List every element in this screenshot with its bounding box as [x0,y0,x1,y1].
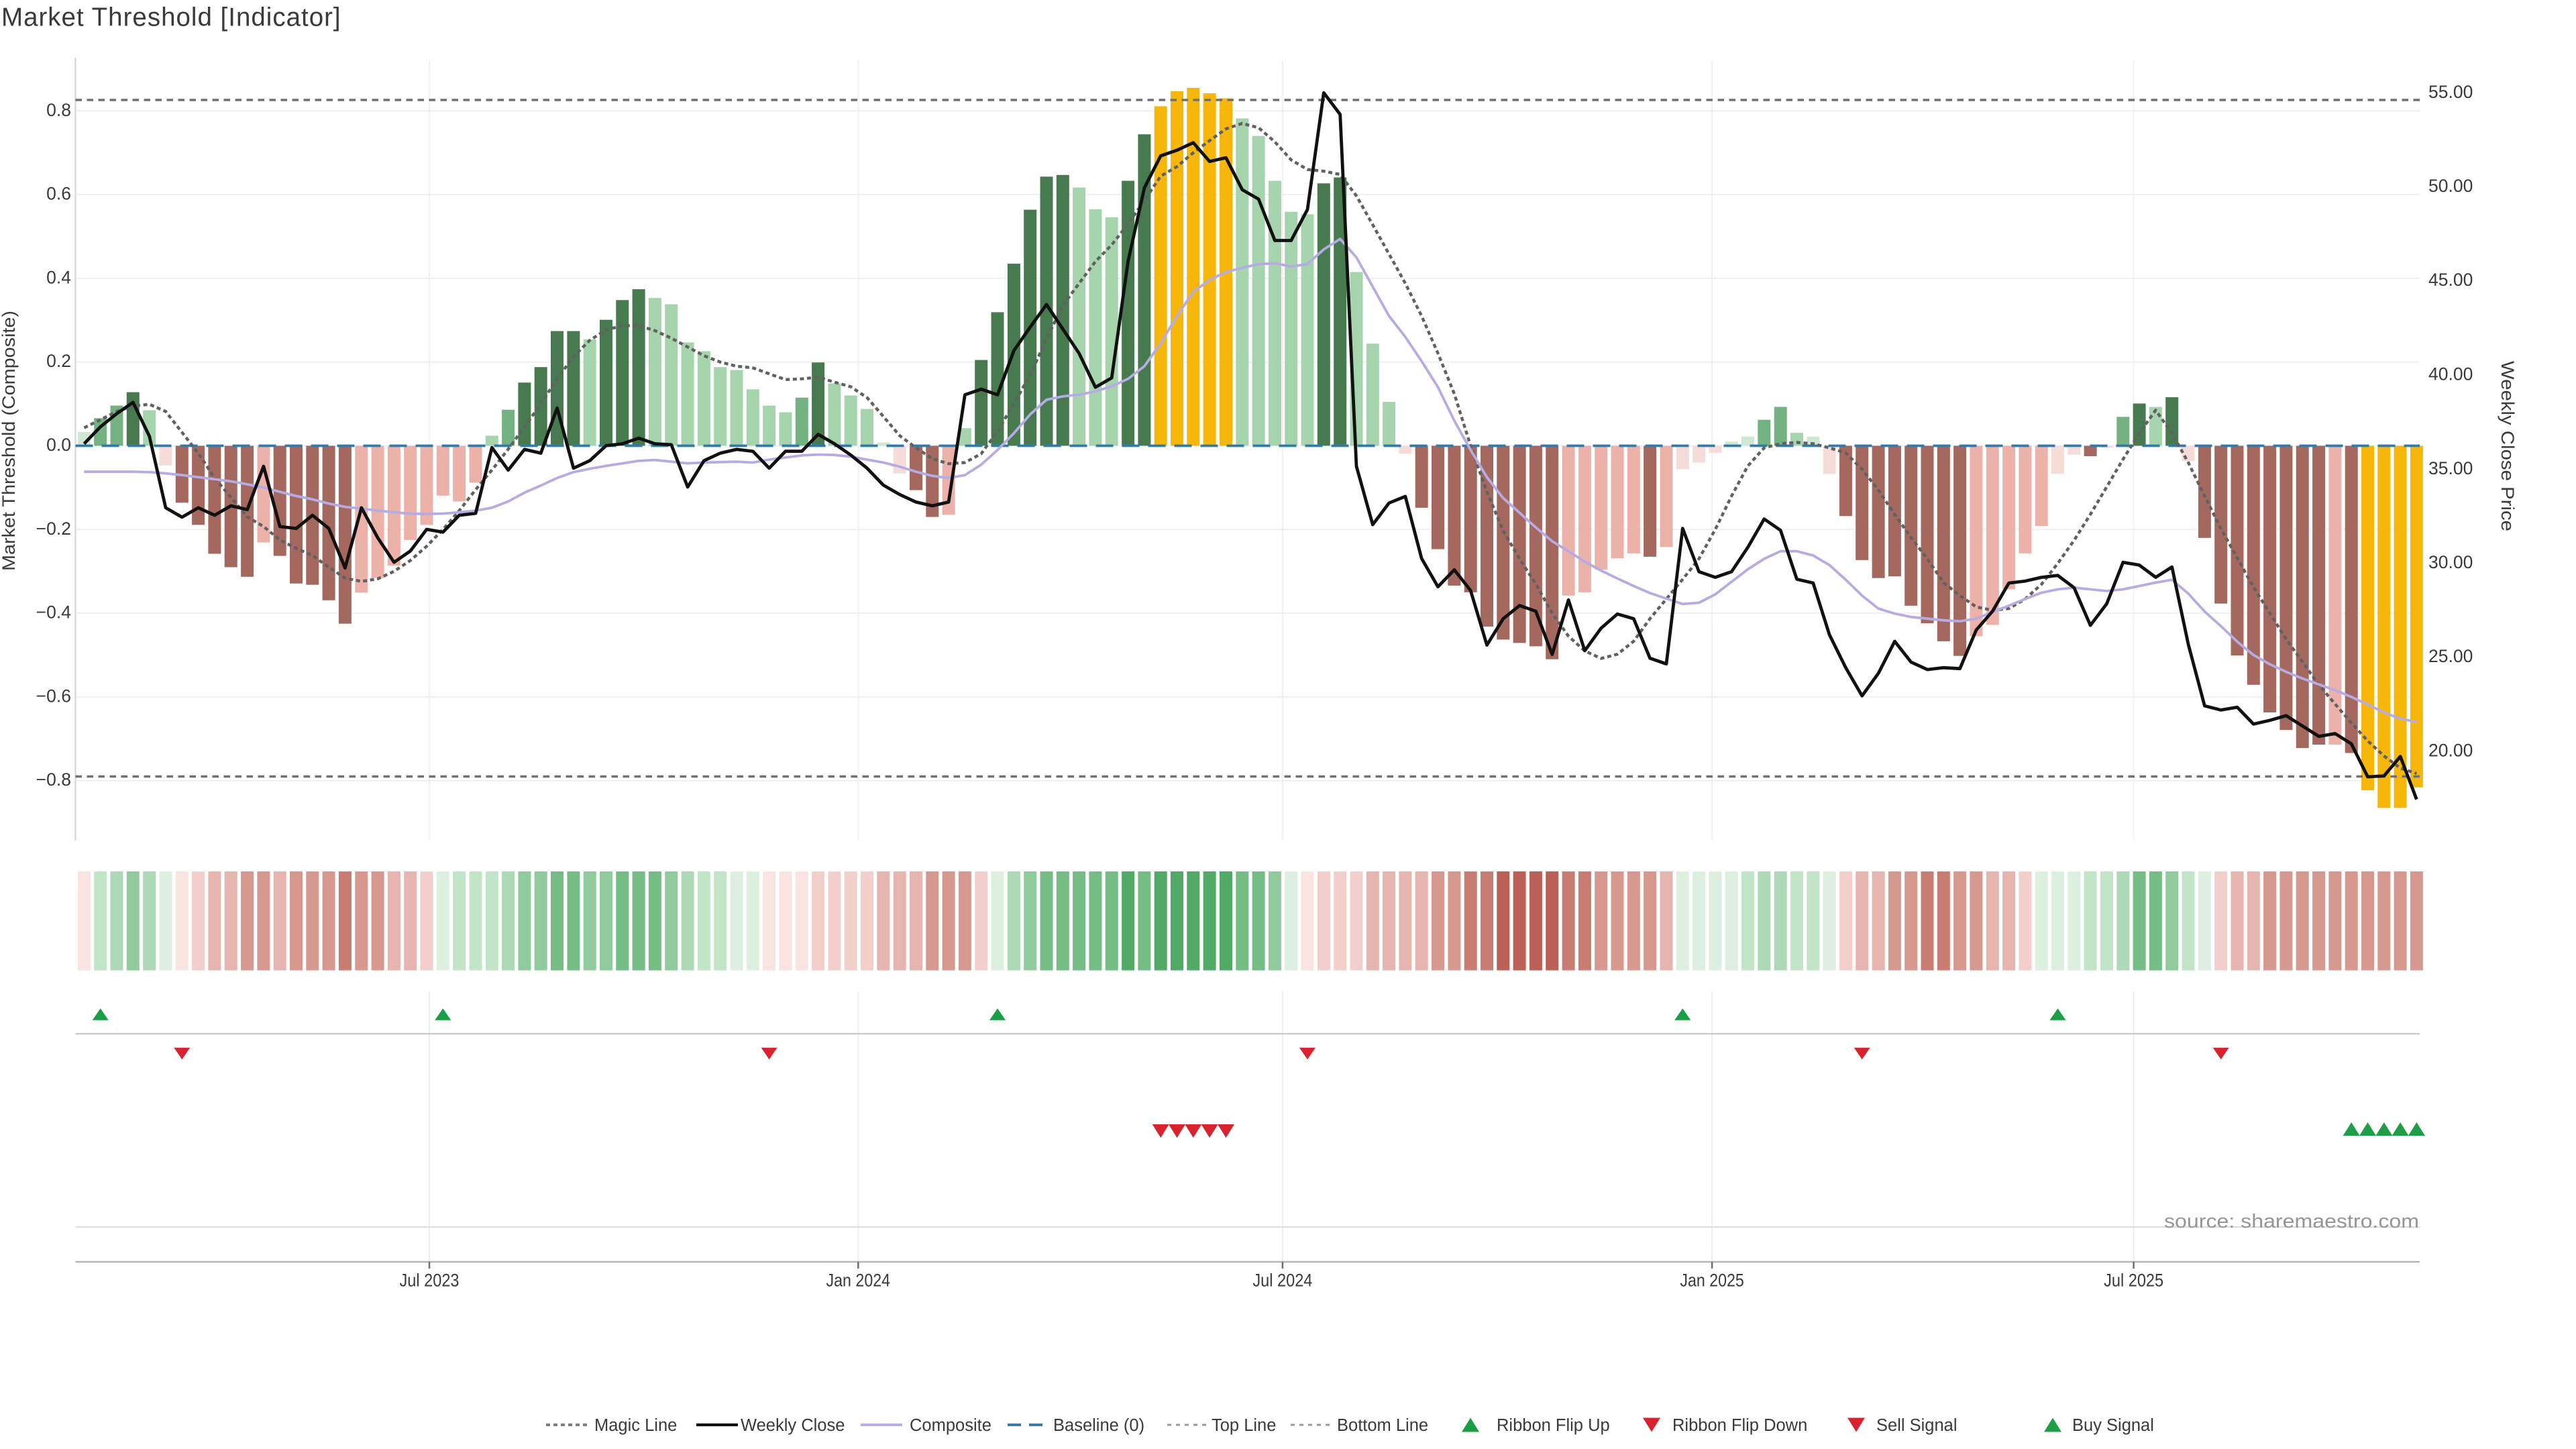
svg-text:40.00: 40.00 [2428,364,2473,384]
svg-text:Weekly Close: Weekly Close [741,1416,845,1435]
svg-text:Buy Signal: Buy Signal [2072,1416,2154,1435]
svg-text:0.0: 0.0 [46,435,71,455]
svg-text:50.00: 50.00 [2428,176,2473,196]
svg-text:Market Threshold (Composite): Market Threshold (Composite) [0,311,19,571]
svg-text:−0.2: −0.2 [36,519,71,539]
svg-text:Market Threshold [Indicator]: Market Threshold [Indicator] [1,3,341,32]
svg-text:Magic Line: Magic Line [594,1416,677,1435]
svg-text:35.00: 35.00 [2428,458,2473,478]
svg-text:Jul 2023: Jul 2023 [400,1271,460,1291]
svg-text:55.00: 55.00 [2428,82,2473,102]
svg-text:45.00: 45.00 [2428,270,2473,290]
svg-text:Top Line: Top Line [1212,1416,1276,1435]
svg-text:Composite: Composite [910,1416,991,1435]
svg-text:Jan 2025: Jan 2025 [1680,1271,1744,1291]
svg-text:0.4: 0.4 [46,267,71,287]
svg-text:0.2: 0.2 [46,351,71,371]
svg-text:Jul 2025: Jul 2025 [2104,1271,2163,1291]
svg-text:Sell Signal: Sell Signal [1876,1416,1957,1435]
svg-text:20.00: 20.00 [2428,741,2473,761]
svg-text:Ribbon Flip Up: Ribbon Flip Up [1497,1416,1610,1435]
svg-text:25.00: 25.00 [2428,646,2473,666]
svg-text:−0.8: −0.8 [36,769,71,790]
svg-text:0.6: 0.6 [46,184,71,204]
svg-text:−0.6: −0.6 [36,686,71,706]
svg-text:Weekly Close Price: Weekly Close Price [2498,361,2518,531]
svg-text:Baseline (0): Baseline (0) [1053,1416,1144,1435]
svg-text:Jan 2024: Jan 2024 [826,1271,891,1291]
svg-text:30.00: 30.00 [2428,552,2473,572]
svg-text:source: sharemaestro.com: source: sharemaestro.com [2164,1211,2419,1232]
svg-text:Jul 2024: Jul 2024 [1252,1271,1312,1291]
svg-text:Bottom Line: Bottom Line [1337,1416,1428,1435]
svg-text:−0.4: −0.4 [36,602,71,623]
svg-text:Ribbon Flip Down: Ribbon Flip Down [1672,1416,1807,1435]
svg-text:0.8: 0.8 [46,100,71,120]
